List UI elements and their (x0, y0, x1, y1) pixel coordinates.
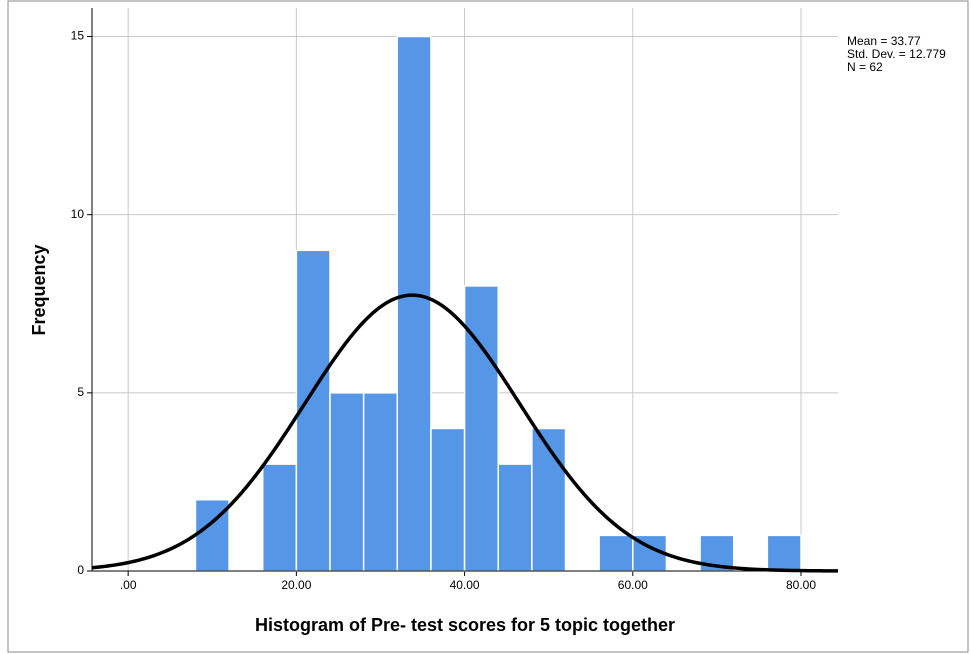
x-tick-label: 80.00 (786, 578, 816, 592)
bar (766, 534, 802, 572)
bar (463, 285, 499, 572)
x-tick-label: .00 (120, 578, 137, 592)
annotation: N = 62 (847, 60, 883, 74)
x-tick-label: 40.00 (450, 578, 480, 592)
x-axis-title: Histogram of Pre- test scores for 5 topi… (255, 615, 675, 635)
x-tick-label: 60.00 (618, 578, 648, 592)
bar (430, 427, 466, 572)
bar (362, 392, 399, 572)
annotation: Std. Dev. = 12.779 (847, 47, 946, 61)
bar (598, 534, 634, 572)
bar (329, 392, 365, 572)
y-tick-label: 10 (71, 207, 85, 221)
bar (396, 35, 432, 572)
y-axis-title: Frequency (29, 244, 49, 335)
bar (261, 463, 298, 572)
bar (531, 427, 567, 572)
x-tick-label: 20.00 (281, 578, 311, 592)
y-tick-label: 5 (77, 385, 84, 399)
bar (497, 463, 533, 572)
annotation: Mean = 33.77 (847, 34, 921, 48)
normal-curve (91, 293, 839, 573)
y-tick-label: 0 (77, 563, 84, 577)
y-tick-label: 15 (71, 29, 85, 43)
